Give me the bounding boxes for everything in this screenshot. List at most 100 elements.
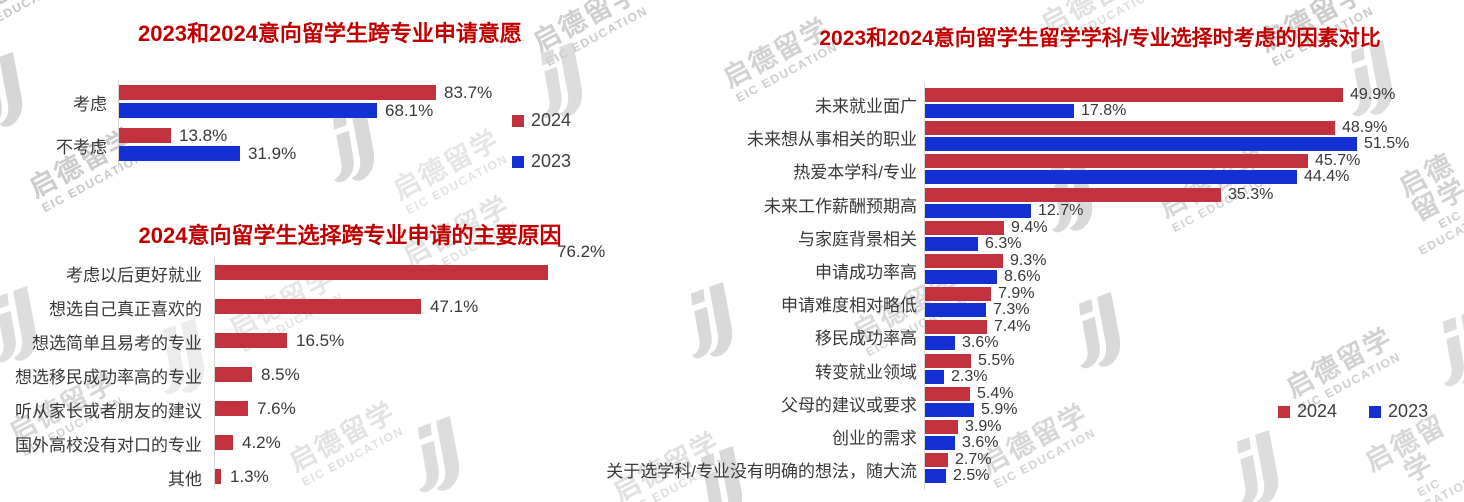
bar-2023: [925, 204, 1031, 218]
bar-2024: [925, 188, 1221, 202]
legend-item-2024: 2024: [512, 110, 571, 131]
watermark-brand-cn: 启德留学: [1393, 148, 1464, 227]
value-label-2023: 2.5%: [953, 467, 990, 484]
watermark-brand-cn: 启德留学: [388, 124, 505, 206]
value-label-2023: 7.3%: [993, 301, 1030, 318]
bar-2023: [925, 270, 997, 284]
bar-2024: [925, 420, 958, 434]
value-label-2023: 44.4%: [1304, 168, 1350, 185]
bar-2023: [925, 303, 986, 317]
chart3-title: 2023和2024意向留学生留学学科/专业选择时考虑的因素对比: [819, 27, 1381, 50]
legend-item-2023: 2023: [512, 151, 571, 172]
watermark-brand-en: EIC EDUCATION: [1395, 473, 1464, 502]
bar-2023: [925, 403, 974, 417]
value-label-2024: 45.7%: [1315, 152, 1361, 169]
category-label: 想选自己真正喜欢的: [49, 299, 202, 319]
value-label-2023: 2.3%: [951, 368, 988, 385]
value-label: 8.5%: [261, 365, 300, 384]
value-label: 47.1%: [430, 297, 479, 316]
category-label: 申请难度相对略低: [781, 295, 917, 315]
bar-2023: [925, 137, 1357, 151]
value-label-2024: 2.7%: [955, 451, 992, 468]
value-label-2023: 3.6%: [962, 434, 999, 451]
bar-2024: [925, 354, 971, 368]
bar-2023: [925, 104, 1074, 118]
legend-swatch-2023: [512, 155, 524, 168]
value-label-2023: 68.1%: [385, 101, 434, 120]
category-label: 未来想从事相关的职业: [747, 129, 917, 149]
bar-2024: [925, 254, 1003, 268]
chart1-title: 2023和2024意向留学生跨专业申请意愿: [138, 21, 522, 46]
category-label: 移民成功率高: [815, 328, 917, 348]
category-label: 关于选学科/专业没有明确的想法，随大流: [606, 461, 917, 481]
bar-2024: [215, 367, 252, 382]
category-label: 未来就业面广: [815, 96, 917, 116]
value-label-2023: 31.9%: [248, 144, 297, 163]
watermark-brand-cn: 启德留学: [284, 396, 401, 478]
category-label: 父母的建议或要求: [781, 395, 917, 415]
value-label-2024: 35.3%: [1228, 186, 1274, 203]
chart1-legend: 2024 2023: [512, 110, 571, 192]
bar-2024: [215, 469, 221, 484]
bar-2023: [925, 237, 978, 251]
value-label: 76.2%: [557, 242, 606, 261]
chart3-legend: 2024 2023: [1278, 401, 1428, 422]
legend-label-2023: 2023: [1388, 401, 1429, 421]
value-label-2023: 51.5%: [1364, 135, 1410, 152]
watermark-logo-icon: [1418, 300, 1464, 406]
bar-2023: [119, 103, 377, 118]
chart2-axis-line: [214, 257, 215, 489]
category-label: 听从家长或者朋友的建议: [15, 401, 202, 421]
value-label-2024: 48.9%: [1342, 119, 1388, 136]
watermark-brand-cn: 启德留学: [1281, 322, 1398, 404]
category-label: 考虑以后更好就业: [66, 265, 202, 285]
value-label: 4.2%: [242, 433, 281, 452]
category-label: 想选移民成功率高的专业: [15, 367, 202, 387]
category-label: 申请成功率高: [815, 262, 917, 282]
bar-2024: [119, 85, 436, 100]
category-label: 与家庭背景相关: [798, 229, 917, 249]
chart1-axis-line: [118, 80, 119, 168]
watermark-brand-cn: 启德留学: [1360, 409, 1452, 489]
value-label: 1.3%: [230, 467, 269, 486]
value-label-2024: 13.8%: [179, 126, 228, 145]
category-label: 考虑: [73, 94, 107, 114]
legend-item-2024: 2024: [1278, 401, 1337, 422]
bar-2024: [925, 387, 970, 401]
value-label-2024: 9.3%: [1010, 252, 1047, 269]
watermark-logo-icon: [393, 406, 492, 502]
bar-2024: [215, 333, 287, 348]
chart2-title: 2024意向留学生选择跨专业申请的主要原因: [138, 223, 562, 248]
watermark-brand-cn: 启德留学: [0, 0, 68, 27]
value-label: 16.5%: [296, 331, 345, 350]
legend-label-2024: 2024: [531, 110, 572, 130]
value-label-2024: 3.9%: [965, 418, 1002, 435]
legend-swatch-2023: [1369, 405, 1382, 418]
bar-2024: [925, 287, 991, 301]
category-label: 转变就业领域: [815, 362, 917, 382]
watermark-brand-en: EIC EDUCATION: [991, 425, 1099, 492]
bar-2023: [925, 170, 1297, 184]
value-label-2024: 5.5%: [978, 352, 1015, 369]
bar-2024: [925, 88, 1343, 102]
legend-swatch-2024: [1278, 405, 1290, 418]
value-label-2024: 7.4%: [994, 318, 1031, 335]
chart3-axis-line: [924, 82, 925, 490]
bar-2024: [925, 221, 1004, 235]
watermark-logo-icon: [1212, 420, 1311, 502]
category-label: 国外高校没有对口的专业: [15, 435, 202, 455]
category-label: 创业的需求: [832, 428, 917, 448]
watermark-logo-icon: [1054, 282, 1153, 388]
watermark-brand-en: EIC EDUCATION: [1416, 205, 1464, 258]
bar-2024: [119, 128, 171, 143]
legend-item-2023: 2023: [1369, 401, 1428, 422]
category-label: 想选简单且易考的专业: [32, 333, 202, 353]
watermark-brand-en: EIC EDUCATION: [0, 0, 74, 40]
watermark-brand-en: EIC EDUCATION: [299, 423, 407, 490]
value-label-2024: 83.7%: [444, 83, 493, 102]
